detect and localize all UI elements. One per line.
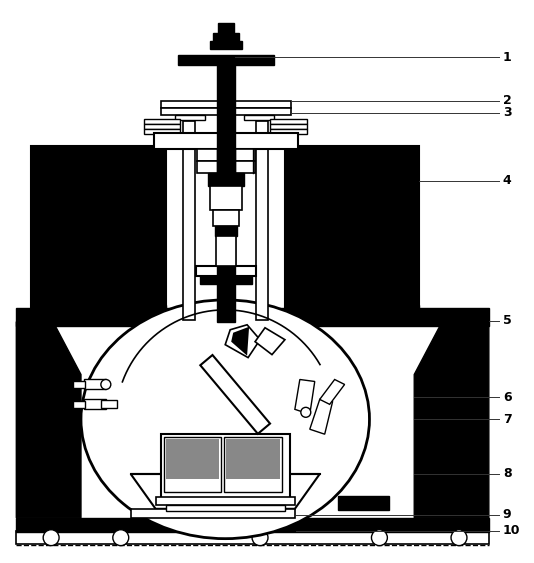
Text: 4: 4 (503, 174, 512, 187)
Bar (131, 509, 295, 518)
Bar (226, 439, 280, 479)
Circle shape (372, 530, 387, 546)
Circle shape (113, 530, 129, 546)
Text: 3: 3 (503, 106, 512, 119)
Bar (215, 226, 237, 236)
Polygon shape (131, 474, 320, 509)
Polygon shape (310, 399, 333, 434)
Bar (161, 101, 220, 108)
Text: 7: 7 (503, 413, 512, 426)
Bar (101, 400, 117, 408)
Bar (17, 518, 489, 531)
Bar (216, 236, 236, 266)
Bar (270, 129, 307, 134)
Bar (73, 401, 85, 408)
Bar (161, 108, 220, 115)
Bar (163, 437, 221, 492)
Bar (256, 121, 268, 320)
Bar (233, 108, 291, 115)
Bar (176, 115, 205, 120)
Bar (17, 531, 489, 544)
Bar (84, 399, 106, 409)
Bar (285, 146, 419, 310)
Text: 10: 10 (503, 524, 520, 537)
Circle shape (301, 408, 311, 417)
Text: 9: 9 (503, 508, 512, 521)
Bar (218, 23, 234, 37)
Bar (84, 379, 106, 390)
Text: 5: 5 (503, 314, 512, 327)
Text: 6: 6 (503, 391, 512, 404)
Bar (73, 382, 85, 388)
Polygon shape (295, 379, 315, 414)
Bar (244, 115, 274, 120)
Bar (154, 133, 298, 149)
Bar (161, 434, 290, 499)
Bar (144, 119, 180, 124)
Polygon shape (231, 327, 249, 356)
Circle shape (252, 530, 268, 546)
Bar (200, 276, 252, 284)
Polygon shape (414, 322, 489, 518)
Bar (217, 61, 235, 322)
Polygon shape (200, 355, 270, 434)
Text: 1: 1 (503, 51, 512, 64)
Bar (31, 305, 166, 325)
Bar (233, 101, 291, 108)
Bar (17, 308, 489, 326)
Bar (224, 437, 282, 492)
Bar (144, 124, 180, 129)
Bar (166, 505, 285, 511)
Ellipse shape (81, 300, 370, 539)
Bar (155, 497, 295, 505)
Bar (198, 160, 255, 173)
Text: 2: 2 (503, 95, 512, 108)
Bar (31, 146, 166, 310)
Text: 8: 8 (503, 467, 512, 480)
Bar (337, 496, 389, 510)
Bar (213, 211, 239, 226)
Bar (210, 41, 242, 49)
Bar (210, 186, 242, 211)
Bar (213, 33, 239, 43)
Circle shape (451, 530, 467, 546)
Bar (198, 149, 255, 160)
Bar (270, 119, 307, 124)
Circle shape (43, 530, 59, 546)
Polygon shape (225, 325, 260, 358)
Bar (285, 305, 419, 325)
Bar (208, 173, 244, 186)
Polygon shape (17, 322, 81, 518)
Bar (184, 121, 195, 320)
Bar (144, 129, 180, 134)
Bar (166, 439, 219, 479)
Bar (270, 124, 307, 129)
Bar (197, 266, 256, 276)
Circle shape (101, 379, 111, 390)
Polygon shape (255, 328, 285, 355)
Polygon shape (320, 379, 344, 404)
Bar (178, 55, 274, 65)
